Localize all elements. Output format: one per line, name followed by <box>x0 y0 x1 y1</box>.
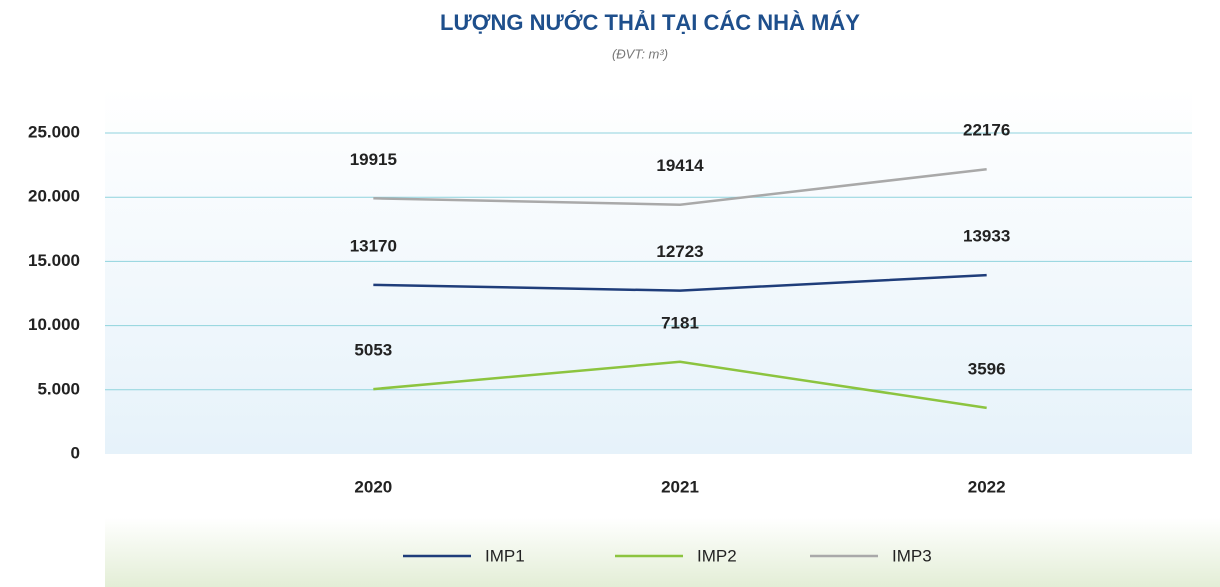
data-label: 3596 <box>968 359 1006 378</box>
data-label: 13170 <box>350 236 397 255</box>
chart-title: LƯỢNG NƯỚC THẢI TẠI CÁC NHÀ MÁY <box>440 10 860 35</box>
x-tick-label: 2021 <box>661 477 699 496</box>
y-tick-label: 15.000 <box>28 251 80 270</box>
data-label: 19414 <box>656 156 704 175</box>
legend-label: IMP2 <box>697 546 737 565</box>
plot-area <box>105 88 1192 454</box>
series-line <box>373 168 987 206</box>
series-line <box>373 273 987 292</box>
data-label: 22176 <box>963 121 1010 140</box>
data-label: 13933 <box>963 227 1010 246</box>
legend-area <box>105 518 1220 587</box>
data-label: 19915 <box>350 150 397 169</box>
chart-subtitle: (ĐVT: m³) <box>612 46 668 61</box>
legend-label: IMP1 <box>485 546 525 565</box>
data-label: 12723 <box>656 242 703 261</box>
series-line <box>373 360 987 410</box>
y-tick-label: 5.000 <box>37 379 80 398</box>
legend-label: IMP3 <box>892 546 932 565</box>
x-tick-label: 2022 <box>968 477 1006 496</box>
y-tick-label: 25.000 <box>28 122 80 141</box>
data-label: 5053 <box>354 341 392 360</box>
y-tick-label: 10.000 <box>28 315 80 334</box>
x-tick-label: 2020 <box>354 477 392 496</box>
data-label: 7181 <box>661 313 699 332</box>
y-tick-label: 0 <box>71 443 80 462</box>
y-tick-label: 20.000 <box>28 187 80 206</box>
